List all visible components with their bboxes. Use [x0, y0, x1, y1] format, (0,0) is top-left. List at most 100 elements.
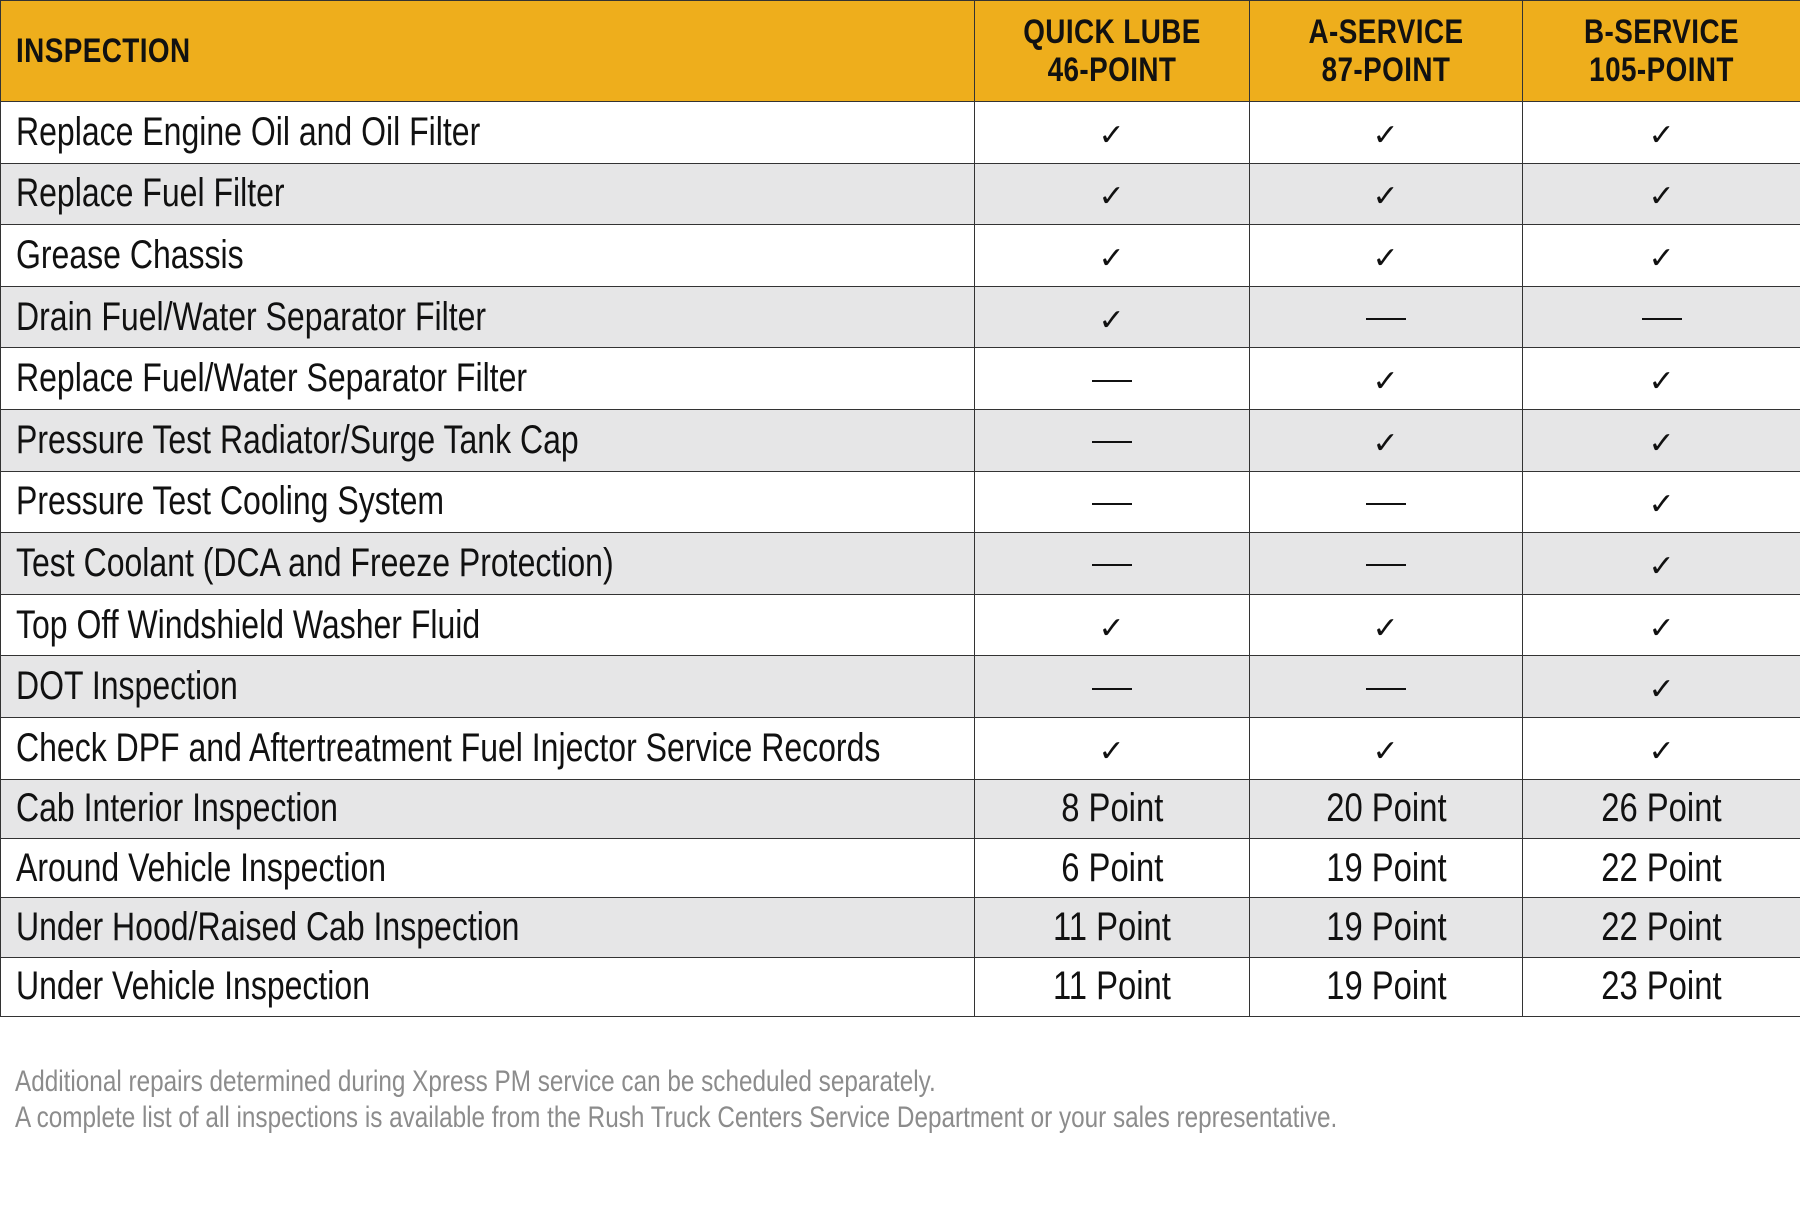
cell-b-service: ✓ — [1522, 470, 1800, 534]
dash-icon: — — [1366, 564, 1406, 567]
header-plan-points: 105-POINT — [1589, 51, 1734, 89]
row-label: Replace Engine Oil and Oil Filter — [16, 109, 481, 154]
row-label: Under Hood/Raised Cab Inspection — [16, 905, 520, 949]
point-count: 8 Point — [1060, 786, 1164, 831]
checkmark-icon: ✓ — [1648, 179, 1675, 215]
cell-a-service: ✓ — [1249, 347, 1523, 410]
table-header: INSPECTION QUICK LUBE 46-POINT A-SERVICE… — [0, 0, 1800, 102]
row-label: Drain Fuel/Water Separator Filter — [16, 294, 487, 339]
cell-a-service: 19 Point — [1249, 897, 1523, 958]
table-body: Replace Engine Oil and Oil Filter ✓ ✓ ✓ Repl… — [0, 101, 1800, 1018]
row-label: Pressure Test Cooling System — [16, 479, 445, 524]
checkmark-icon: ✓ — [1648, 672, 1675, 708]
row-label-cell: Grease Chassis — [0, 224, 975, 287]
row-label-cell: Top Off Windshield Washer Fluid — [0, 593, 975, 657]
dash-icon: — — [1092, 379, 1132, 382]
checkmark-icon: ✓ — [1648, 240, 1675, 276]
table-row: Cab Interior Inspection 8 Point 20 Point 26… — [0, 778, 1800, 839]
cell-quick-lube: ✓ — [974, 224, 1250, 287]
point-count: 19 Point — [1325, 845, 1447, 890]
cell-b-service: ✓ — [1522, 655, 1800, 718]
dash-icon: — — [1092, 564, 1132, 567]
cell-quick-lube: 11 Point — [974, 897, 1250, 958]
row-label: Test Coolant (DCA and Freeze Protection) — [16, 540, 614, 585]
cell-b-service: 26 Point — [1522, 778, 1800, 839]
cell-quick-lube: 6 Point — [974, 837, 1250, 899]
cell-a-service: ✓ — [1249, 101, 1523, 164]
footnote-line: A complete list of all inspections is av… — [15, 1101, 1338, 1134]
cell-a-service: — — [1249, 470, 1523, 534]
dash-icon: — — [1641, 318, 1682, 321]
cell-a-service: 19 Point — [1249, 837, 1523, 899]
dash-icon: — — [1092, 502, 1132, 505]
table-row: Top Off Windshield Washer Fluid ✓ ✓ ✓ — [0, 593, 1800, 657]
table-row: Check DPF and Aftertreatment Fuel Inject… — [0, 716, 1800, 780]
header-inspection-label: INSPECTION — [16, 32, 191, 70]
header-plan-a-service: A-SERVICE 87-POINT — [1249, 0, 1523, 102]
row-label-cell: DOT Inspection — [0, 655, 975, 718]
cell-quick-lube: ✓ — [974, 716, 1250, 780]
checkmark-icon: ✓ — [1098, 179, 1126, 215]
table-row: Under Vehicle Inspection 11 Point 19 Point… — [0, 956, 1800, 1018]
checkmark-icon: ✓ — [1372, 610, 1400, 646]
inspection-comparison-table: INSPECTION QUICK LUBE 46-POINT A-SERVICE… — [0, 0, 1800, 1018]
row-label: Pressure Test Radiator/Surge Tank Cap — [16, 417, 579, 462]
row-label-cell: Under Vehicle Inspection — [0, 956, 975, 1018]
cell-quick-lube: — — [974, 655, 1250, 718]
row-label: Replace Fuel Filter — [16, 171, 285, 216]
checkmark-icon: ✓ — [1648, 425, 1675, 461]
row-label: Check DPF and Aftertreatment Fuel Inject… — [16, 725, 881, 770]
cell-a-service: ✓ — [1249, 716, 1523, 780]
checkmark-icon: ✓ — [1648, 548, 1675, 584]
row-label-cell: Test Coolant (DCA and Freeze Protection) — [0, 532, 975, 595]
table-row: Around Vehicle Inspection 6 Point 19 Point… — [0, 837, 1800, 899]
cell-a-service: — — [1249, 532, 1523, 595]
row-label: Top Off Windshield Washer Fluid — [16, 602, 481, 647]
row-label-cell: Check DPF and Aftertreatment Fuel Inject… — [0, 716, 975, 780]
cell-a-service: 19 Point — [1249, 956, 1523, 1018]
cell-quick-lube: ✓ — [974, 285, 1250, 349]
row-label-cell: Under Hood/Raised Cab Inspection — [0, 897, 975, 958]
footnote-line: Additional repairs determined during Xpr… — [15, 1065, 936, 1098]
checkmark-icon: ✓ — [1098, 302, 1126, 338]
cell-b-service: ✓ — [1522, 593, 1800, 657]
table-row: Replace Engine Oil and Oil Filter ✓ ✓ ✓ — [0, 101, 1800, 164]
point-count: 19 Point — [1325, 964, 1447, 1009]
cell-b-service: ✓ — [1522, 224, 1800, 287]
cell-b-service: ✓ — [1522, 716, 1800, 780]
cell-a-service: ✓ — [1249, 408, 1523, 472]
header-plan-b-service: B-SERVICE 105-POINT — [1522, 0, 1800, 102]
row-label-cell: Cab Interior Inspection — [0, 778, 975, 839]
footnotes: Additional repairs determined during Xpr… — [15, 1064, 1715, 1136]
cell-b-service: ✓ — [1522, 532, 1800, 595]
cell-a-service: ✓ — [1249, 593, 1523, 657]
cell-b-service: ✓ — [1522, 347, 1800, 410]
point-count: 11 Point — [1053, 905, 1171, 949]
dash-icon: — — [1092, 441, 1132, 444]
row-label-cell: Pressure Test Cooling System — [0, 470, 975, 534]
dash-icon: — — [1092, 687, 1132, 690]
point-count: 11 Point — [1053, 964, 1171, 1009]
cell-quick-lube: ✓ — [974, 162, 1250, 226]
header-plan-name: B-SERVICE — [1583, 13, 1740, 51]
checkmark-icon: ✓ — [1098, 117, 1126, 153]
cell-quick-lube: 11 Point — [974, 956, 1250, 1018]
header-plan-points: 87-POINT — [1321, 51, 1451, 89]
header-plan-quick-lube: QUICK LUBE 46-POINT — [974, 0, 1250, 102]
point-count: 23 Point — [1601, 964, 1722, 1009]
cell-a-service: ✓ — [1249, 224, 1523, 287]
row-label-cell: Pressure Test Radiator/Surge Tank Cap — [0, 408, 975, 472]
point-count: 20 Point — [1325, 786, 1447, 831]
checkmark-icon: ✓ — [1648, 733, 1675, 769]
cell-a-service: 20 Point — [1249, 778, 1523, 839]
dash-icon: — — [1366, 687, 1406, 690]
checkmark-icon: ✓ — [1648, 487, 1675, 523]
point-count: 26 Point — [1601, 786, 1722, 831]
checkmark-icon: ✓ — [1098, 733, 1126, 769]
checkmark-icon: ✓ — [1372, 179, 1400, 215]
cell-b-service: ✓ — [1522, 408, 1800, 472]
row-label-cell: Drain Fuel/Water Separator Filter — [0, 285, 975, 349]
cell-b-service: — — [1522, 285, 1800, 349]
cell-quick-lube: — — [974, 532, 1250, 595]
header-plan-name: A-SERVICE — [1308, 13, 1464, 51]
